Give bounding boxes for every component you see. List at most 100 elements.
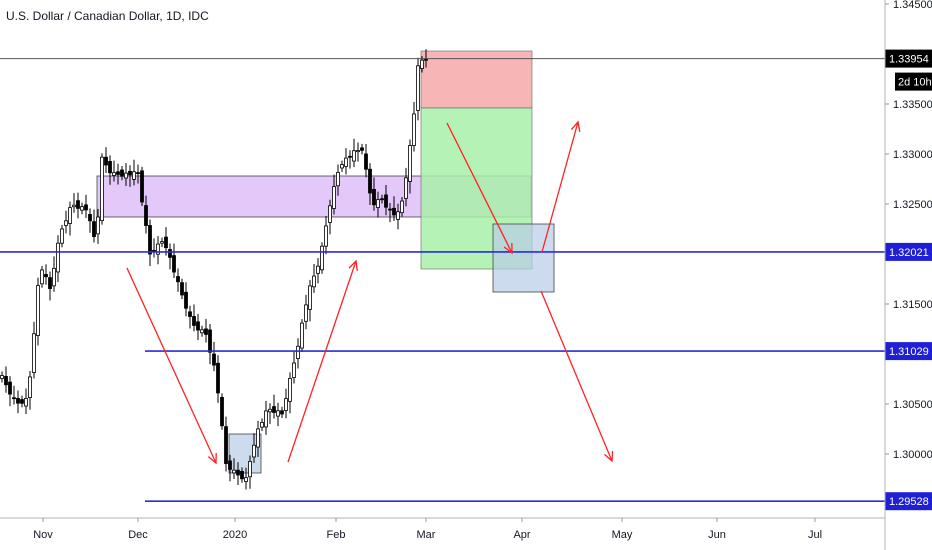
candle: [212, 353, 216, 366]
time-tick-label: Mar: [417, 529, 436, 541]
candle: [232, 469, 236, 474]
candle: [20, 399, 24, 404]
candle: [356, 150, 360, 153]
candle: [124, 172, 128, 179]
candle: [392, 207, 396, 216]
candle: [48, 277, 52, 289]
candle: [364, 153, 368, 170]
stop-loss-zone[interactable]: [420, 50, 533, 109]
candle: [180, 282, 184, 296]
candle: [388, 208, 392, 211]
candle: [200, 329, 204, 334]
level-price-tag: [885, 492, 932, 511]
candle: [184, 291, 188, 309]
candle: [400, 200, 404, 214]
candle: [372, 188, 376, 206]
candle: [136, 172, 140, 175]
level-price-label: 1.29528: [889, 496, 929, 508]
time-tick-label: Apr: [513, 529, 530, 541]
candle: [64, 220, 68, 226]
candle: [40, 269, 44, 285]
candle: [308, 285, 312, 310]
level-price-label: 1.31029: [889, 346, 929, 358]
arrow-head: [207, 452, 217, 465]
price-tick-label: 1.30000: [893, 449, 932, 461]
candle: [104, 156, 108, 166]
level-price-tag: [885, 342, 932, 361]
candle: [128, 170, 132, 176]
candle: [160, 241, 164, 244]
candle: [80, 206, 84, 211]
candle: [360, 147, 364, 151]
candle: [412, 113, 416, 146]
candle: [176, 276, 180, 283]
arrow-head: [570, 120, 581, 132]
candle: [228, 460, 232, 470]
candle: [4, 375, 8, 386]
candle: [320, 245, 324, 271]
time-tick-label: Jul: [808, 529, 822, 541]
candle: [52, 267, 56, 287]
forecast-arrow-line: [287, 260, 357, 463]
candle: [192, 316, 196, 326]
candle: [420, 59, 424, 69]
candle: [344, 157, 348, 167]
candle: [144, 205, 148, 226]
forecast-arrow-line: [446, 122, 513, 254]
candle: [112, 172, 116, 176]
level-price-tag: [885, 242, 932, 261]
candle: [276, 410, 280, 417]
countdown-label: 2d 10h: [898, 77, 932, 89]
candle: [224, 426, 228, 464]
candle: [204, 328, 208, 335]
candle: [340, 164, 344, 169]
price-tick-label: 1.30500: [893, 399, 932, 411]
candle: [292, 362, 296, 378]
price-tick-label: 1.31500: [893, 299, 932, 311]
forecast-arrow-line: [540, 290, 613, 462]
arrow-head: [348, 259, 358, 272]
countdown-tag: [895, 72, 932, 91]
forecast-arrow-line: [126, 267, 217, 464]
candle: [244, 477, 248, 482]
candle: [16, 398, 20, 404]
entry-box[interactable]: [492, 223, 555, 293]
forecast-arrow-line: [541, 121, 579, 253]
candle: [196, 321, 200, 331]
current-price-label: 1.33954: [889, 54, 929, 66]
candle: [256, 428, 260, 448]
time-tick-label: 2020: [223, 529, 247, 541]
candle: [380, 198, 384, 201]
price-tick-label: 1.33500: [893, 99, 932, 111]
candle: [12, 397, 16, 400]
candle: [296, 345, 300, 359]
candle: [36, 285, 40, 336]
time-tick-label: May: [612, 529, 633, 541]
level-price-label: 1.32021: [889, 247, 929, 259]
price-tick-label: 1.33000: [893, 149, 932, 161]
candle: [60, 228, 64, 244]
candle: [240, 470, 244, 480]
candle: [288, 377, 292, 402]
candle: [216, 362, 220, 394]
candle: [56, 242, 60, 273]
candle: [84, 204, 88, 211]
candle: [368, 168, 372, 194]
candle: [168, 249, 172, 258]
candle: [8, 381, 12, 395]
candle: [404, 177, 408, 199]
candle: [0, 375, 4, 379]
candle: [376, 199, 380, 208]
arrow-head: [503, 242, 513, 255]
candle: [76, 200, 80, 209]
candle: [352, 150, 356, 162]
candle: [140, 170, 144, 203]
candle: [28, 376, 32, 398]
price-tick-label: 1.32500: [893, 199, 932, 211]
candle: [260, 421, 264, 428]
time-tick-label: Dec: [128, 529, 148, 541]
candle: [408, 145, 412, 182]
candle: [68, 207, 72, 224]
candle: [132, 171, 136, 180]
